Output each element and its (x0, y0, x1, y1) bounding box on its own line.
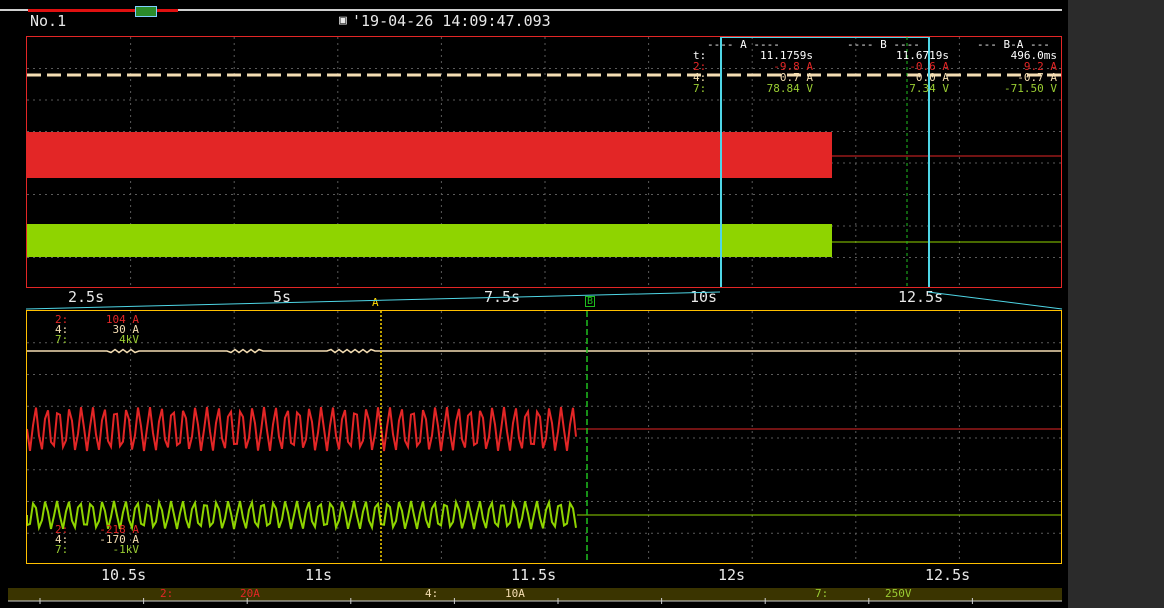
scale-value: 104 A (105, 313, 139, 326)
measurement-diff-value: 496.0ms (1010, 49, 1057, 62)
scale-value: -1kV (112, 543, 140, 556)
measurement-b-value: 7.34 V (909, 82, 949, 95)
zoom-window-box (720, 37, 930, 287)
scale-channel-label: 2: (55, 313, 69, 326)
record-position-bar[interactable] (28, 9, 178, 12)
scale-channel-label: 7: (55, 543, 69, 556)
record-number: No.1 (30, 12, 67, 30)
measurement-diff-value: -0.7 A (1017, 71, 1057, 84)
range-ch2-value[interactable]: 20A (240, 587, 260, 600)
zoom-x-tick: 12s (718, 566, 746, 584)
measurement-a-value: 11.1759s (760, 49, 813, 62)
measurement-row-label: 7: (693, 82, 707, 95)
zoom-waveform-canvas: 427 (27, 311, 1061, 563)
main-waveform-canvas: 427 (27, 37, 1061, 287)
ch7-trace (27, 224, 832, 257)
trigger-timestamp: '19-04-26 14:09:47.093 (352, 12, 551, 30)
main-x-tick: 2.5s (68, 288, 105, 306)
scale-value: -170 A (99, 533, 139, 546)
trigger-icon: ▣ (339, 13, 347, 28)
measurement-a-value: 78.84 V (766, 82, 813, 95)
range-ch4-value[interactable]: 10A (505, 587, 525, 600)
range-ch7-label: 7: (815, 587, 829, 600)
scale-value: 4kV (119, 333, 139, 346)
measurement-header-a: ---- A ---- (707, 38, 780, 51)
cursor-a-tag[interactable]: A (372, 296, 379, 309)
measurement-b-value: 0.0 A (915, 71, 949, 84)
scale-channel-label: 7: (55, 333, 69, 346)
range-ch2-label: 2: (160, 587, 174, 600)
zoom-x-tick: 10.5s (101, 566, 147, 584)
measurement-a-value: 0.7 A (779, 71, 813, 84)
scale-channel-label: 4: (55, 323, 69, 336)
scale-channel-label: 4: (55, 533, 69, 546)
record-timeline[interactable] (0, 9, 1062, 11)
range-ch4-label: 4: (425, 587, 439, 600)
range-ch7-value[interactable]: 250V (885, 587, 912, 600)
zoom-x-tick: 11s (305, 566, 333, 584)
zoom-waveform-plot[interactable]: 427 2: 104 A 4: 30 A 7: 4kV 2: -218 A 4: -170 A 7… (26, 310, 1062, 564)
range-strip (8, 588, 1062, 601)
scale-value: -218 A (99, 523, 139, 536)
zoom-connector (25, 291, 1063, 310)
range-scale-ticks (8, 598, 1062, 604)
measurement-b-value: -0.6 A (909, 60, 949, 73)
measurement-row-label: 2: (693, 60, 707, 73)
measurement-diff-value: -71.50 V (1004, 82, 1057, 95)
side-panel (1068, 0, 1164, 608)
measurement-row-label: t: (693, 49, 707, 62)
main-x-tick: 5s (273, 288, 292, 306)
main-waveform-plot[interactable]: 427 ---- A ---- ---- B ---- --- B-A --- … (26, 36, 1062, 288)
zoom-x-tick: 11.5s (511, 566, 557, 584)
oscilloscope-screen: No.1 ▣ '19-04-26 14:09:47.093 427 ---- A… (0, 0, 1068, 608)
measurement-diff-value: 9.2 A (1023, 60, 1057, 73)
range-footer: 2: 20A 4: 10A 7: 250V (0, 585, 1068, 608)
measurement-header-b: ---- B ---- (847, 38, 920, 51)
zoom-x-tick: 12.5s (925, 566, 971, 584)
measurement-a-value: -9.8 A (773, 60, 813, 73)
measurement-header-diff: --- B-A --- (977, 38, 1050, 51)
ch2-trace (27, 132, 832, 178)
ch7-zoom-trace (27, 498, 577, 532)
cursor-b-tag[interactable]: B (585, 296, 596, 307)
measurement-row-label: 4: (693, 71, 707, 84)
record-position-marker[interactable] (135, 6, 157, 17)
ch2-zoom-trace (27, 406, 577, 452)
scale-channel-label: 2: (55, 523, 69, 536)
measurement-b-value: 11.6719s (896, 49, 949, 62)
top-bar: No.1 ▣ '19-04-26 14:09:47.093 (0, 0, 1068, 34)
ch4-zoom-trace (27, 348, 1061, 354)
scale-value: 30 A (112, 323, 140, 336)
